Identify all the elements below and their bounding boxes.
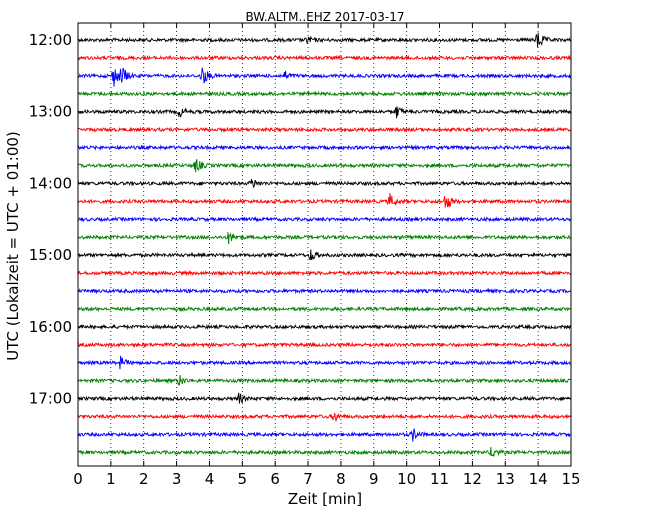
seismic-trace xyxy=(77,446,571,457)
y-tick-label: 13:00 xyxy=(29,103,72,121)
seismic-trace xyxy=(77,158,571,173)
seismic-trace xyxy=(77,126,571,133)
x-tick-label: 4 xyxy=(205,470,215,488)
x-tick-label: 3 xyxy=(172,470,182,488)
x-tick-label: 12 xyxy=(463,470,482,488)
x-tick-label: 2 xyxy=(139,470,149,488)
x-tick-label: 9 xyxy=(369,470,379,488)
seismic-trace xyxy=(77,287,571,295)
seismic-trace xyxy=(77,106,571,119)
seismic-trace xyxy=(77,216,572,223)
seismic-trace xyxy=(77,54,572,62)
x-tick-label: 11 xyxy=(430,470,449,488)
seismic-trace xyxy=(77,323,571,331)
y-tick-label: 17:00 xyxy=(29,390,72,408)
x-tick-label: 1 xyxy=(106,470,116,488)
seismic-trace xyxy=(77,392,571,404)
seismic-trace xyxy=(77,428,571,442)
seismic-trace xyxy=(77,374,571,386)
x-tick-label: 10 xyxy=(397,470,416,488)
seismic-trace xyxy=(77,355,571,370)
y-tick-label: 14:00 xyxy=(29,174,72,192)
y-tick-label: 12:00 xyxy=(29,31,72,49)
x-tick-label: 0 xyxy=(73,470,83,488)
x-tick-label: 8 xyxy=(336,470,346,488)
seismic-trace xyxy=(77,269,571,277)
seismic-trace xyxy=(77,67,572,87)
y-tick-label: 16:00 xyxy=(29,318,72,336)
y-axis-label: UTC (Lokalzeit = UTC + 01:00) xyxy=(4,131,22,361)
plot-frame xyxy=(77,22,572,467)
seismic-trace xyxy=(77,305,571,313)
seismic-trace xyxy=(77,192,571,208)
seismic-trace xyxy=(78,249,572,261)
axis-layer: 0 1 2 3 4 5 6 7 8 9 10 11 12 13 14 1512:0013:0014:0015:… xyxy=(29,23,581,488)
x-tick-label: 15 xyxy=(561,470,580,488)
seismic-trace xyxy=(77,179,571,189)
x-tick-label: 13 xyxy=(496,470,515,488)
y-tick-label: 15:00 xyxy=(29,246,72,264)
seismic-trace xyxy=(77,232,571,245)
seismic-trace xyxy=(77,341,571,349)
x-tick-label: 5 xyxy=(238,470,248,488)
x-tick-label: 6 xyxy=(270,470,280,488)
x-tick-label: 14 xyxy=(529,470,548,488)
seismic-trace xyxy=(77,32,571,48)
seismic-trace xyxy=(77,144,571,151)
trace-layer xyxy=(77,32,572,457)
x-tick-label: 7 xyxy=(303,470,313,488)
chart-title: BW.ALTM..EHZ 2017-03-17 xyxy=(245,10,404,24)
seismic-trace xyxy=(77,90,571,98)
seismic-trace xyxy=(77,412,572,423)
x-axis-label: Zeit [min] xyxy=(288,490,362,508)
